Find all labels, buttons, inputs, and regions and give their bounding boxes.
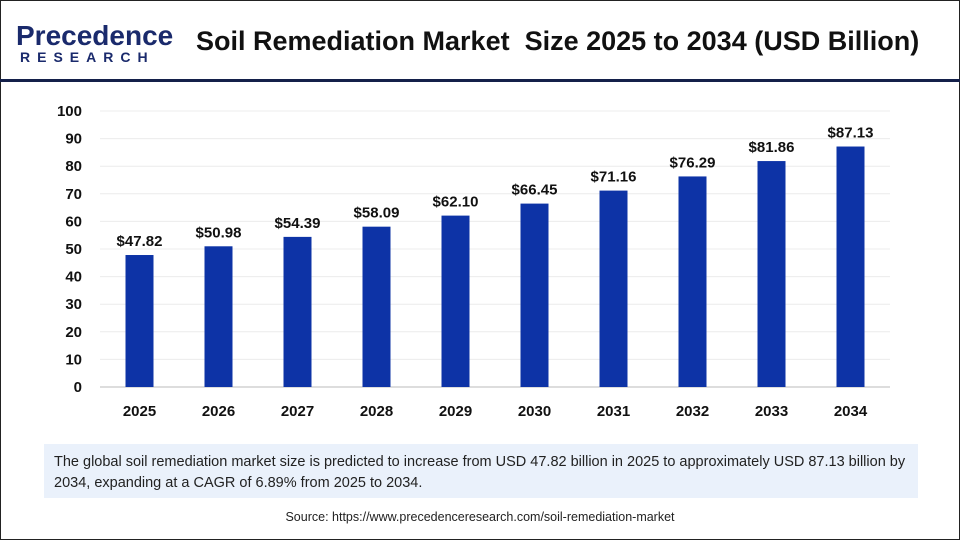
y-tick-label: 30 [65, 296, 82, 313]
data-label: $50.98 [196, 224, 242, 241]
logo-text-top: Precedence [16, 20, 174, 51]
bar-chart: 0102030405060708090100$47.822025$50.9820… [57, 103, 890, 420]
bar [125, 255, 154, 387]
bar [757, 161, 786, 387]
data-label: $47.82 [117, 233, 163, 250]
x-tick-label: 2031 [597, 403, 630, 420]
bar [520, 203, 549, 387]
bar [599, 190, 628, 387]
data-label: $62.10 [433, 194, 479, 211]
bar [204, 246, 233, 387]
bar [362, 226, 391, 387]
data-label: $87.13 [828, 125, 874, 142]
x-tick-label: 2026 [202, 403, 235, 420]
x-tick-label: 2032 [676, 403, 709, 420]
x-tick-label: 2028 [360, 403, 393, 420]
bar [441, 215, 470, 387]
x-tick-label: 2033 [755, 403, 788, 420]
x-tick-label: 2029 [439, 403, 472, 420]
x-tick-label: 2025 [123, 403, 156, 420]
data-label: $81.86 [749, 139, 795, 156]
y-tick-label: 60 [65, 213, 82, 230]
data-label: $58.09 [354, 205, 400, 222]
header-divider [0, 79, 960, 82]
y-tick-label: 100 [57, 103, 82, 120]
y-tick-label: 0 [74, 379, 82, 396]
bar [283, 236, 312, 387]
bar [836, 146, 865, 387]
y-tick-label: 40 [65, 269, 82, 286]
info-box: The global soil remediation market size … [44, 444, 918, 498]
y-tick-label: 70 [65, 186, 82, 203]
y-tick-label: 80 [65, 158, 82, 175]
x-tick-label: 2027 [281, 403, 314, 420]
data-label: $54.39 [275, 215, 321, 232]
source-text: Source: https://www.precedenceresearch.c… [285, 510, 675, 524]
x-tick-label: 2030 [518, 403, 551, 420]
data-label: $76.29 [670, 154, 716, 171]
chart-title: Soil Remediation Market Size 2025 to 203… [196, 26, 920, 56]
data-label: $71.16 [591, 169, 637, 186]
x-tick-label: 2034 [834, 403, 868, 420]
logo-text-bottom: RESEARCH [20, 49, 155, 65]
y-tick-label: 20 [65, 324, 82, 341]
y-tick-label: 90 [65, 131, 82, 148]
data-label: $66.45 [512, 182, 558, 199]
logo: Precedence RESEARCH [16, 20, 174, 65]
bar [678, 176, 707, 387]
y-tick-label: 10 [65, 351, 82, 368]
y-tick-label: 50 [65, 241, 82, 258]
